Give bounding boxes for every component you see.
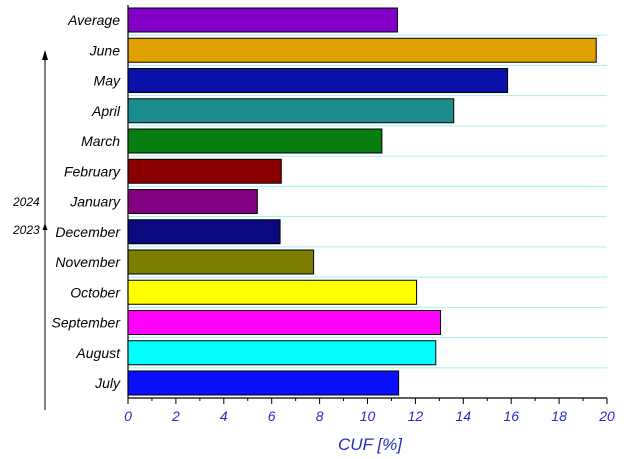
x-tick-label: 16 (503, 408, 519, 424)
bar-december (127, 219, 281, 245)
x-tick-label: 6 (268, 408, 276, 424)
arrow-up-icon (42, 50, 48, 60)
category-label: September (52, 315, 122, 331)
category-label: November (55, 254, 121, 270)
bar-august (127, 340, 437, 366)
gridlines (128, 34, 607, 369)
year-label-2023: 2023 (12, 223, 40, 237)
category-label: July (94, 375, 121, 391)
category-label: Average (67, 12, 120, 28)
category-label: March (81, 133, 120, 149)
bar-january (127, 189, 258, 214)
bar-june (127, 37, 597, 63)
x-tick-label: 8 (316, 408, 324, 424)
category-label: August (75, 345, 121, 361)
x-ticks: 0 2 4 6 8 10 12 14 16 18 20 (124, 398, 615, 424)
bar-average (127, 7, 398, 33)
category-labels: Average June May April March February January D… (52, 12, 122, 391)
bar-september (127, 310, 442, 335)
x-tick-label: 2 (171, 408, 180, 424)
bar-march (127, 128, 383, 154)
bar-november (127, 249, 315, 275)
category-label: January (69, 194, 121, 210)
x-tick-label: 12 (408, 408, 424, 424)
x-axis-title: CUF [%] (338, 435, 403, 454)
x-tick-label: 14 (456, 408, 472, 424)
year-marker: 2024 2023 (12, 50, 48, 410)
category-label: February (64, 163, 121, 179)
bar-april (127, 98, 455, 124)
year-label-2024: 2024 (12, 195, 40, 209)
bar-october (127, 279, 418, 305)
bar-february (127, 158, 282, 184)
x-tick-label: 18 (551, 408, 567, 424)
bar-may (127, 68, 509, 93)
category-label: June (89, 42, 121, 58)
category-label: April (91, 103, 121, 119)
x-tick-label: 10 (360, 408, 376, 424)
x-tick-label: 4 (220, 408, 228, 424)
category-label: May (94, 73, 121, 89)
x-tick-label: 20 (598, 408, 615, 424)
x-tick-label: 0 (124, 408, 132, 424)
bar-july (127, 370, 400, 396)
category-label: October (70, 284, 121, 300)
arrow-up-icon (42, 223, 48, 230)
category-label: December (55, 224, 121, 240)
bars (127, 7, 597, 396)
